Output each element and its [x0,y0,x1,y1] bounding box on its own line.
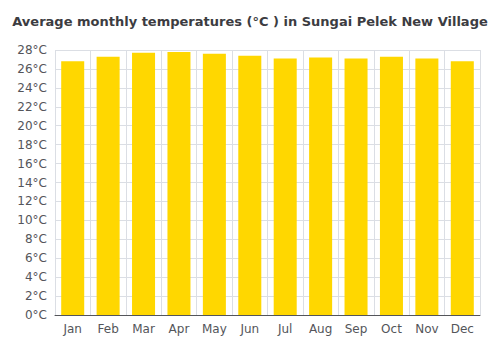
svg-text:Oct: Oct [381,322,402,336]
svg-text:May: May [202,322,227,336]
svg-text:18°C: 18°C [17,138,47,152]
svg-text:28°C: 28°C [17,43,47,57]
svg-text:0°C: 0°C [25,308,47,322]
svg-text:8°C: 8°C [25,232,47,246]
svg-text:Dec: Dec [451,322,474,336]
svg-text:Feb: Feb [98,322,119,336]
svg-text:16°C: 16°C [17,157,47,171]
svg-text:20°C: 20°C [17,119,47,133]
svg-text:Mar: Mar [132,322,155,336]
svg-text:14°C: 14°C [17,176,47,190]
svg-text:Average monthly temperatures (: Average monthly temperatures (°C ) in Su… [12,14,488,29]
svg-text:Aug: Aug [309,322,332,336]
svg-text:24°C: 24°C [17,81,47,95]
svg-text:10°C: 10°C [17,213,47,227]
svg-text:Jan: Jan [62,322,82,336]
svg-text:Nov: Nov [415,322,438,336]
svg-text:Jun: Jun [239,322,259,336]
svg-text:4°C: 4°C [25,270,47,284]
svg-text:22°C: 22°C [17,100,47,114]
svg-text:Sep: Sep [345,322,368,336]
svg-text:Jul: Jul [277,322,292,336]
svg-text:Apr: Apr [169,322,190,336]
svg-text:26°C: 26°C [17,62,47,76]
svg-text:12°C: 12°C [17,194,47,208]
svg-text:6°C: 6°C [25,251,47,265]
svg-text:2°C: 2°C [25,289,47,303]
